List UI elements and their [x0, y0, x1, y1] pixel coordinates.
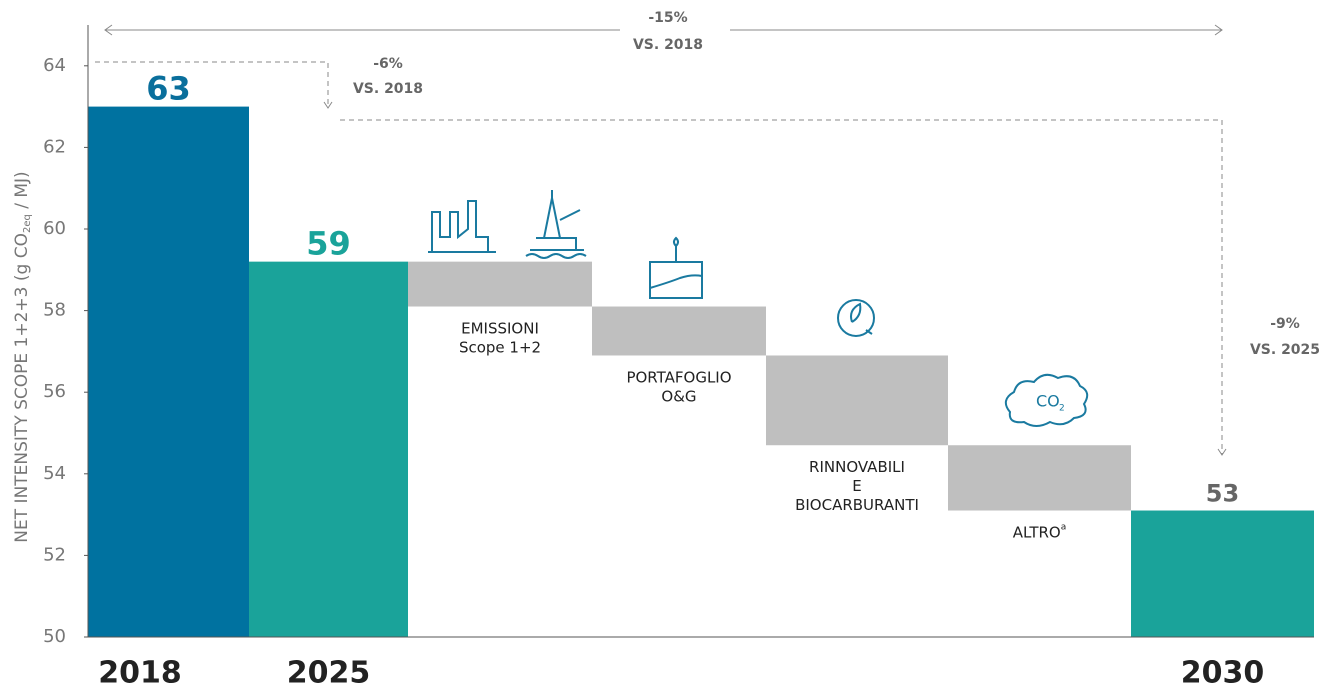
category-line: RINNOVABILI — [809, 458, 905, 476]
x-tick-label: 2025 — [287, 656, 371, 689]
bar — [1131, 510, 1314, 637]
y-tick-label: 60 — [43, 218, 66, 239]
value-label: 59 — [306, 225, 351, 263]
category-label: RINNOVABILI E BIOCARBURANTI — [795, 458, 919, 514]
x-tick-label: 2030 — [1181, 656, 1265, 689]
category-line: Scope 1+2 — [459, 338, 541, 356]
category-line: EMISSIONI — [461, 319, 539, 337]
bar — [592, 306, 766, 356]
y-tick-label: 50 — [43, 626, 66, 647]
category-line: PORTAFOGLIO — [626, 368, 731, 386]
annotation: VS. 2018 — [633, 37, 703, 53]
category-note: a — [1061, 522, 1067, 532]
y-tick-label: 52 — [43, 544, 66, 565]
bar — [249, 261, 408, 637]
value-label: 63 — [146, 70, 191, 108]
category-label: PORTAFOGLIO O&G — [626, 368, 731, 405]
annotation: -9% — [1270, 316, 1300, 332]
bar — [948, 445, 1131, 511]
category-line: O&G — [661, 387, 696, 405]
y-tick-label: 62 — [43, 136, 66, 157]
annotation-arrows — [95, 24, 1227, 456]
annotation: -15% — [648, 10, 687, 26]
icon-text: 2 — [1059, 404, 1065, 414]
value-label: 53 — [1206, 480, 1239, 508]
y-tick-label: 56 — [43, 381, 66, 402]
bar — [408, 261, 592, 307]
y-tick-label: 64 — [43, 55, 66, 76]
category-line: BIOCARBURANTI — [795, 496, 919, 514]
y-axis-label: NET INTENSITY SCOPE 1+2+3 (g CO2eq / MJ) — [12, 171, 33, 542]
category-line: ALTRO — [1013, 523, 1061, 541]
icon-text: CO — [1036, 392, 1060, 411]
category-label: EMISSIONI Scope 1+2 — [459, 319, 541, 356]
y-tick-label: 54 — [43, 463, 66, 484]
icons — [428, 190, 1089, 427]
bar — [88, 106, 249, 638]
annotation: VS. 2018 — [353, 81, 423, 97]
x-tick-label: 2018 — [98, 656, 182, 689]
y-tick-label: 58 — [43, 300, 66, 321]
category-line: E — [852, 477, 861, 495]
bar — [766, 355, 948, 446]
annotation: -6% — [373, 56, 403, 72]
category-label: ALTROa — [1013, 522, 1066, 541]
annotation: VS. 2025 — [1250, 342, 1320, 358]
